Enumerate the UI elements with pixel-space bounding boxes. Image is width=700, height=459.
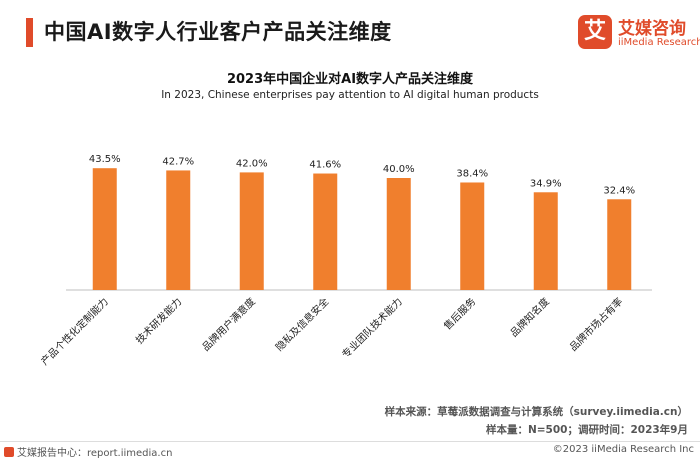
- category-tick-label: 品牌市场占有率: [567, 295, 626, 354]
- category-tick-label: 品牌知名度: [507, 295, 552, 340]
- bar: [239, 172, 264, 290]
- data-label: 42.0%: [236, 158, 268, 169]
- sample-size: 样本量：N=500；调研时间：2023年9月: [485, 424, 688, 436]
- category-tick-label: 技术研发能力: [133, 295, 185, 347]
- chart-title: 2023年中国企业对AI数字人产品关注维度: [226, 72, 474, 87]
- bar-chart: 43.5% 产品个性化定制能力 42.7% 技术研发能力 42.0% 品牌用户满意度 41.…: [38, 154, 652, 368]
- data-label: 41.6%: [309, 160, 341, 171]
- sample-source: 样本来源：草莓派数据调查与计算系统（survey.iimedia.cn）: [384, 406, 688, 418]
- chart-subtitle: In 2023, Chinese enterprises pay attenti…: [161, 89, 539, 101]
- data-label: 32.4%: [603, 185, 635, 196]
- bar: [92, 168, 117, 290]
- bar: [533, 192, 558, 290]
- iimedia-logo: 艾 艾媒咨询 iiMedia Research: [578, 13, 700, 55]
- data-label: 40.0%: [383, 164, 415, 175]
- bar: [313, 173, 338, 290]
- bar: [166, 170, 191, 290]
- footer-left-text: 艾媒报告中心：report.iimedia.cn: [17, 448, 173, 459]
- data-label: 34.9%: [530, 178, 562, 189]
- logo-mark-icon: 艾: [578, 15, 612, 49]
- report-center-icon: [4, 447, 14, 457]
- category-tick-label: 品牌用户满意度: [199, 295, 258, 354]
- footer-divider: [0, 441, 700, 442]
- category-tick-label: 隐私及信息安全: [273, 295, 332, 354]
- category-tick-label: 售后服务: [441, 295, 478, 332]
- data-label: 43.5%: [89, 154, 121, 165]
- page-title: 中国AI数字人行业客户产品关注维度: [44, 20, 392, 44]
- footer-copyright: ©2023 iiMedia Research Inc: [552, 444, 694, 455]
- bar: [460, 182, 485, 290]
- footer-report-center: 艾媒报告中心：report.iimedia.cn: [4, 444, 172, 459]
- data-label: 42.7%: [162, 156, 194, 167]
- bar: [607, 199, 632, 290]
- data-label: 38.4%: [456, 168, 488, 179]
- category-tick-label: 产品个性化定制能力: [38, 295, 111, 368]
- bar: [386, 178, 411, 290]
- category-tick-label: 专业团队技术能力: [339, 295, 405, 361]
- logo-name-en: iiMedia Research: [618, 37, 700, 48]
- title-accent-bar: [26, 18, 33, 47]
- logo-name-cn: 艾媒咨询: [618, 19, 686, 39]
